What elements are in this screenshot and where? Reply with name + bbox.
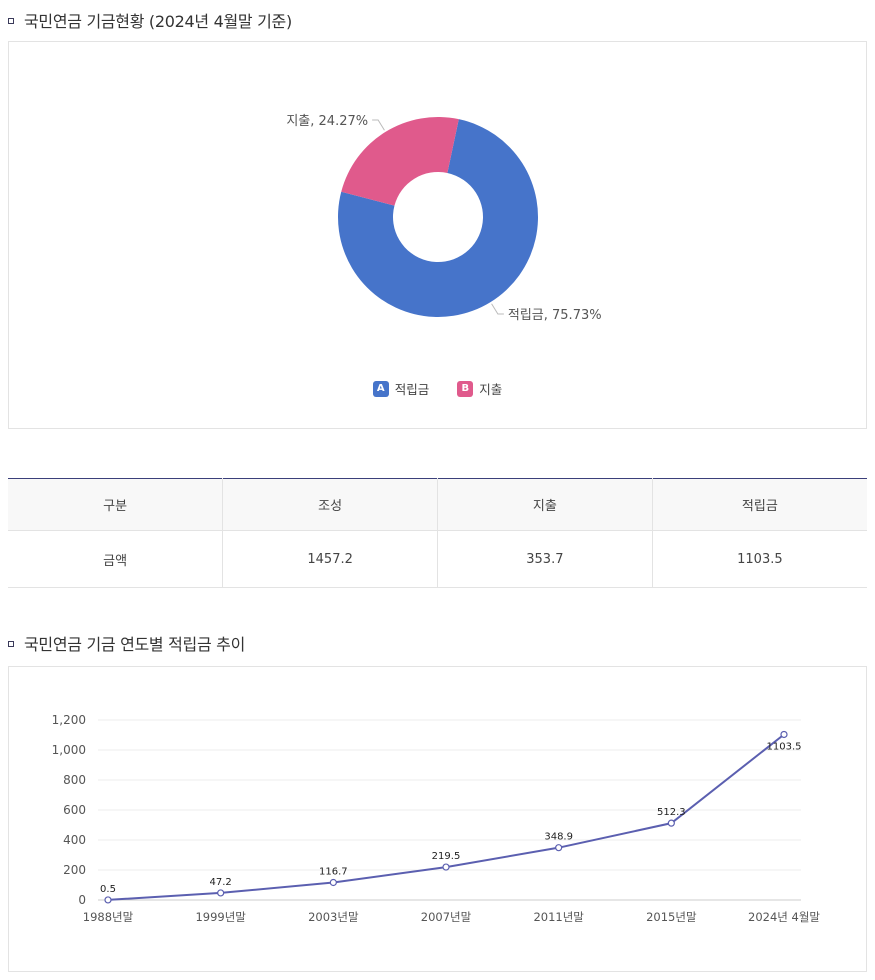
table-header-row: 구분 조성 지출 적립금 [8, 478, 867, 531]
legend-swatch-icon: B [457, 380, 474, 397]
data-value-label-1: 47.2 [210, 877, 232, 888]
cell-raised: 1457.2 [222, 530, 438, 588]
y-tick-label-5: 1,000 [52, 743, 86, 757]
donut-legend: A 적립금 B 지출 [9, 379, 866, 398]
data-point-4 [555, 844, 563, 852]
section-title-fund-status: 국민연금 기금현황 (2024년 4월말 기준) [8, 8, 292, 32]
section-title-text: 국민연금 기금현황 (2024년 4월말 기준) [24, 12, 292, 31]
square-bullet-icon [8, 640, 14, 647]
donut-slice-0 [338, 119, 538, 317]
data-point-1 [217, 889, 225, 897]
square-bullet-icon [8, 17, 14, 24]
legend-item-1[interactable]: B 지출 [457, 379, 502, 398]
y-tick-label-3: 600 [63, 803, 86, 817]
cell-label: 금액 [8, 530, 223, 588]
header-reserve: 적립금 [651, 478, 867, 531]
x-tick-label-1: 1999년말 [195, 910, 246, 924]
header-category: 구분 [8, 478, 223, 531]
y-tick-label-0: 0 [78, 893, 86, 907]
donut-leader-line-1 [372, 119, 385, 131]
header-raised: 조성 [222, 478, 438, 531]
donut-leader-line-0 [491, 303, 504, 315]
header-expenditure: 지출 [437, 478, 653, 531]
x-tick-label-2: 2003년말 [308, 910, 359, 924]
data-value-label-0: 0.5 [100, 884, 116, 895]
data-value-label-2: 116.7 [319, 866, 348, 877]
data-point-5 [667, 819, 675, 827]
data-value-label-3: 219.5 [432, 851, 461, 862]
donut-chart-panel: 적립금, 75.73% 지출, 24.27% A 적립금 B 지출 [8, 41, 867, 429]
data-point-2 [329, 878, 337, 887]
y-tick-label-1: 200 [63, 863, 86, 877]
y-tick-label-6: 1,200 [52, 713, 86, 727]
legend-swatch-icon: A [372, 380, 389, 397]
data-point-6 [780, 730, 788, 739]
data-value-label-5: 512.3 [657, 807, 686, 818]
fund-summary-table: 구분 조성 지출 적립금 금액 1457.2 353.7 1103.5 [8, 478, 867, 588]
donut-data-label-1: 지출, 24.27% [286, 114, 368, 129]
y-tick-label-2: 400 [63, 833, 86, 847]
donut-chart: 적립금, 75.73% 지출, 24.27% [286, 114, 602, 323]
line-chart: 0 200 400 600 800 1,000 1,200 1988년말 1999년말 2003년… [52, 713, 821, 924]
section-title-text: 국민연금 기금 연도별 적립금 추이 [24, 635, 246, 654]
section-title-reserve-trend: 국민연금 기금 연도별 적립금 추이 [8, 631, 245, 655]
line-chart-panel: 0 200 400 600 800 1,000 1,200 1988년말 1999년말 2003년… [8, 666, 867, 972]
data-value-label-4: 348.9 [544, 832, 573, 843]
data-point-3 [442, 863, 450, 871]
data-point-0 [104, 896, 112, 904]
x-tick-label-6: 2024년 4월말 [748, 910, 820, 924]
legend-item-0[interactable]: A 적립금 [372, 379, 430, 398]
x-tick-label-0: 1988년말 [83, 910, 134, 924]
cell-reserve: 1103.5 [651, 530, 867, 588]
donut-slice-1 [341, 117, 459, 206]
data-value-label-6: 1103.5 [767, 741, 802, 752]
donut-data-label-0: 적립금, 75.73% [508, 308, 602, 323]
y-tick-label-4: 800 [63, 773, 86, 787]
table-row: 금액 1457.2 353.7 1103.5 [8, 530, 867, 588]
x-tick-label-5: 2015년말 [646, 910, 697, 924]
x-tick-label-4: 2011년말 [533, 910, 584, 924]
legend-label: 지출 [479, 382, 503, 397]
x-tick-label-3: 2007년말 [421, 910, 472, 924]
cell-expenditure: 353.7 [437, 530, 653, 588]
legend-label: 적립금 [394, 382, 430, 397]
